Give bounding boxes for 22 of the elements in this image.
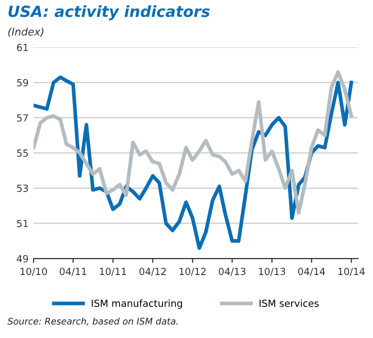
- x-tick-label: 10/12: [180, 268, 206, 276]
- source-note: Source: Research, based on ISM data.: [8, 318, 178, 326]
- y-tick-label: 51: [17, 220, 28, 228]
- x-tick-label: 10/14: [338, 268, 365, 276]
- y-tick-label: 53: [17, 184, 28, 192]
- x-tick-label: 04/13: [218, 268, 246, 276]
- x-tick-label: 04/12: [139, 268, 166, 276]
- chart-subtitle: (Index): [8, 28, 44, 37]
- x-tick-label: 10/10: [20, 268, 47, 276]
- y-tick-label: 57: [17, 114, 28, 122]
- y-tick-label: 55: [17, 150, 28, 157]
- x-tick-label: 04/14: [298, 268, 325, 276]
- legend-label: ISM manufacturing: [92, 299, 182, 309]
- line-series: [34, 70, 354, 215]
- x-tick-label: 10/11: [100, 268, 126, 276]
- y-tick-label: 49: [16, 255, 28, 262]
- legend-label: ISM services: [260, 299, 319, 307]
- x-tick-label: 10/13: [259, 268, 286, 276]
- x-tick-label: 04/11: [60, 268, 86, 276]
- y-tick-label: 61: [17, 44, 28, 52]
- chart-title: USA: activity indicators: [8, 5, 210, 20]
- y-tick-label: 59: [17, 79, 28, 86]
